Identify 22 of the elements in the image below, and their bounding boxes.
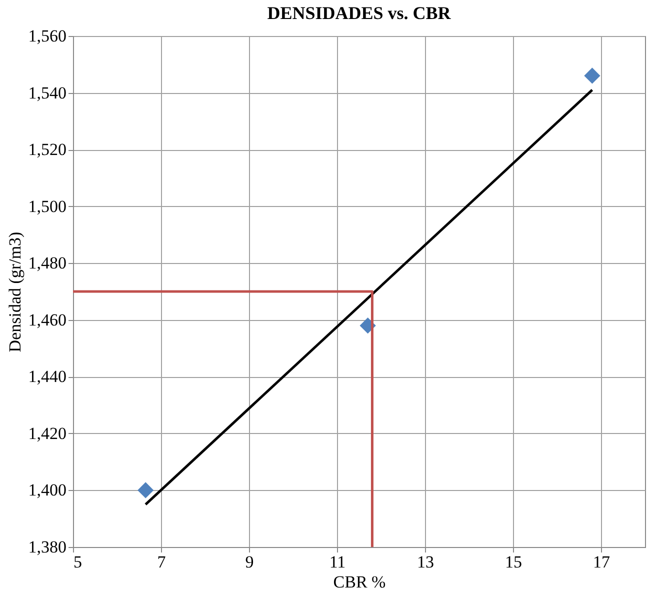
chart-title: DENSIDADES vs. CBR bbox=[267, 3, 452, 23]
y-tick-label: 1,420 bbox=[28, 424, 66, 443]
y-tick-label: 1,380 bbox=[28, 538, 66, 556]
point bbox=[138, 482, 154, 498]
y-tick-label: 1,460 bbox=[28, 310, 66, 330]
x-tick-label: 15 bbox=[505, 552, 522, 572]
x-tick-label: 9 bbox=[245, 552, 254, 572]
x-axis-title: CBR % bbox=[333, 572, 386, 592]
x-tick-label: 13 bbox=[417, 552, 434, 572]
y-tick-label: 1,560 bbox=[28, 26, 66, 46]
point bbox=[584, 68, 600, 84]
y-tick-label: 1,520 bbox=[28, 140, 66, 160]
x-tick-label: 17 bbox=[593, 552, 610, 572]
y-tick-label: 1,440 bbox=[28, 367, 66, 386]
y-axis-title: Densidad (gr/m3) bbox=[5, 232, 24, 352]
x-tick-label: 11 bbox=[329, 552, 346, 572]
x-tick-label: 5 bbox=[74, 552, 82, 572]
y-tick-label: 1,480 bbox=[28, 254, 66, 273]
y-tick-label: 1,540 bbox=[28, 83, 66, 102]
y-tick-label: 1,500 bbox=[28, 196, 66, 216]
x-tick-label: 7 bbox=[157, 552, 166, 572]
y-tick-label: 1,400 bbox=[28, 480, 66, 500]
